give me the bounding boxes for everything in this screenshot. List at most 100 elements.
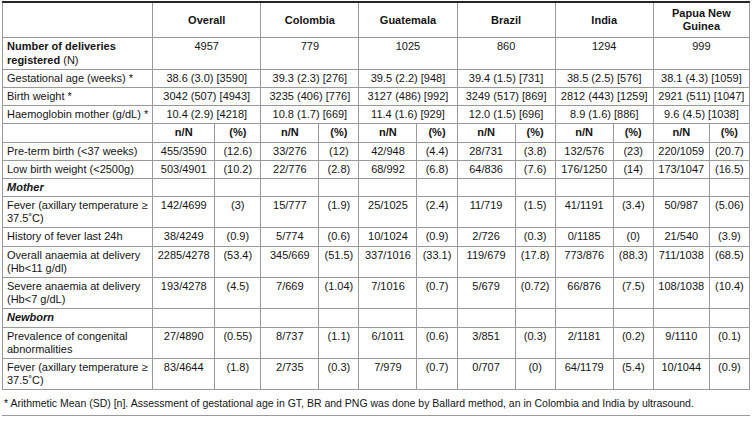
cell-pct: (51.5) (319, 246, 359, 277)
divider (2, 415, 750, 416)
cell-nN: 0/707 (457, 358, 515, 389)
cell-nN: 66/876 (555, 278, 613, 309)
empty-cell (319, 178, 359, 196)
empty-cell (457, 178, 515, 196)
cell-nN: 2285/4278 (153, 246, 215, 277)
cell-value: 999 (653, 38, 749, 69)
cell-value: 39.3 (2.3) [276] (261, 69, 359, 87)
column-header: Brazil (457, 2, 555, 38)
cell-nN: 9/1110 (653, 327, 709, 358)
cell-nN: 503/4901 (153, 160, 215, 178)
empty-cell (359, 309, 417, 327)
cell-pct: (0.3) (515, 327, 555, 358)
table-row: Severe anaemia at delivery (Hb<7 g/dL)19… (3, 278, 750, 309)
cell-nN: 173/1047 (653, 160, 709, 178)
column-header: Colombia (261, 2, 359, 38)
cell-value: 39.4 (1.5) [731] (457, 69, 555, 87)
row-label: Haemoglobin mother (g/dL) * (3, 106, 153, 124)
empty-cell (555, 309, 613, 327)
row-label: Overall anaemia at delivery (Hb<11 g/dl) (3, 246, 153, 277)
empty-cell (417, 178, 457, 196)
cell-pct: (7.5) (613, 278, 653, 309)
cell-nN: 142/4699 (153, 197, 215, 228)
cell-pct: (0.9) (215, 228, 261, 246)
cell-pct: (0.3) (515, 228, 555, 246)
cell-pct: (10.2) (215, 160, 261, 178)
empty-cell (515, 309, 555, 327)
cell-value: 2812 (443) [1259] (555, 87, 653, 105)
cell-nN: 176/1250 (555, 160, 613, 178)
table-row: Prevalence of congenital abnormalities27… (3, 327, 750, 358)
cell-value: 10.4 (2.9) [4218] (153, 106, 261, 124)
cell-pct: (23) (613, 142, 653, 160)
cell-nN: 42/948 (359, 142, 417, 160)
table-row: Fever (axillary temperature ≥ 37.5˚C)142… (3, 197, 750, 228)
empty-cell (261, 309, 319, 327)
column-header: India (555, 2, 653, 38)
section-row: Mother (3, 178, 750, 196)
cell-pct: (3) (215, 197, 261, 228)
empty-cell (515, 178, 555, 196)
subheader-nN: n/N (555, 124, 613, 142)
row-label: Low birth weight (<2500g) (3, 160, 153, 178)
subheader-pct: (%) (215, 124, 261, 142)
column-header: Overall (153, 2, 261, 38)
cell-value: 8.9 (1.6) [886] (555, 106, 653, 124)
cell-value: 38.6 (3.0) [3590] (153, 69, 261, 87)
cell-nN: 337/1016 (359, 246, 417, 277)
cell-nN: 3/851 (457, 327, 515, 358)
cell-nN: 38/4249 (153, 228, 215, 246)
subheader-nN: n/N (457, 124, 515, 142)
cell-nN: 64/1179 (555, 358, 613, 389)
cell-value: 1025 (359, 38, 457, 69)
cell-nN: 68/992 (359, 160, 417, 178)
empty-cell (215, 178, 261, 196)
cell-pct: (20.7) (709, 142, 749, 160)
cell-pct: (12.6) (215, 142, 261, 160)
cell-pct: (1.8) (215, 358, 261, 389)
cell-nN: 5/774 (261, 228, 319, 246)
cell-pct: (0.6) (417, 327, 457, 358)
cell-value: 1294 (555, 38, 653, 69)
cell-value: 12.0 (1.5) [696] (457, 106, 555, 124)
cell-pct: (0.9) (709, 358, 749, 389)
cell-nN: 50/987 (653, 197, 709, 228)
cell-nN: 2/735 (261, 358, 319, 389)
deliveries-table: OverallColombiaGuatemalaBrazilIndiaPapua… (2, 1, 750, 390)
cell-pct: (68.5) (709, 246, 749, 277)
header-row: OverallColombiaGuatemalaBrazilIndiaPapua… (3, 2, 750, 38)
cell-pct: (33.1) (417, 246, 457, 277)
row-label: Fever (axillary temperature ≥ 37.5˚C) (3, 197, 153, 228)
row-label: Birth weight * (3, 87, 153, 105)
cell-nN: 33/276 (261, 142, 319, 160)
cell-nN: 41/1191 (555, 197, 613, 228)
table-footnote: * Arithmetic Mean (SD) [n]. Assessment o… (4, 397, 748, 409)
cell-nN: 28/731 (457, 142, 515, 160)
table-row: Pre-term birth (<37 weeks)455/3590(12.6)… (3, 142, 750, 160)
empty-cell (709, 178, 749, 196)
cell-pct: (7.6) (515, 160, 555, 178)
table-row: Gestational age (weeks) *38.6 (3.0) [359… (3, 69, 750, 87)
cell-value: 3127 (486) [992] (359, 87, 457, 105)
cell-value: 860 (457, 38, 555, 69)
row-label: Gestational age (weeks) * (3, 69, 153, 87)
corner-cell (3, 2, 153, 38)
empty-cell (709, 309, 749, 327)
cell-pct: (12) (319, 142, 359, 160)
cell-nN: 711/1038 (653, 246, 709, 277)
column-header: Guatemala (359, 2, 457, 38)
subheader-pct: (%) (709, 124, 749, 142)
cell-pct: (53.4) (215, 246, 261, 277)
empty-cell (3, 124, 153, 142)
cell-pct: (0) (613, 228, 653, 246)
cell-pct: (5.06) (709, 197, 749, 228)
cell-nN: 2/726 (457, 228, 515, 246)
cell-nN: 108/1038 (653, 278, 709, 309)
cell-nN: 119/679 (457, 246, 515, 277)
empty-cell (261, 178, 319, 196)
cell-nN: 22/776 (261, 160, 319, 178)
table-figure: OverallColombiaGuatemalaBrazilIndiaPapua… (0, 0, 752, 422)
subheader-row: n/N(%)n/N(%)n/N(%)n/N(%)n/N(%)n/N(%) (3, 124, 750, 142)
cell-value: 11.4 (1.6) [929] (359, 106, 457, 124)
subheader-nN: n/N (261, 124, 319, 142)
